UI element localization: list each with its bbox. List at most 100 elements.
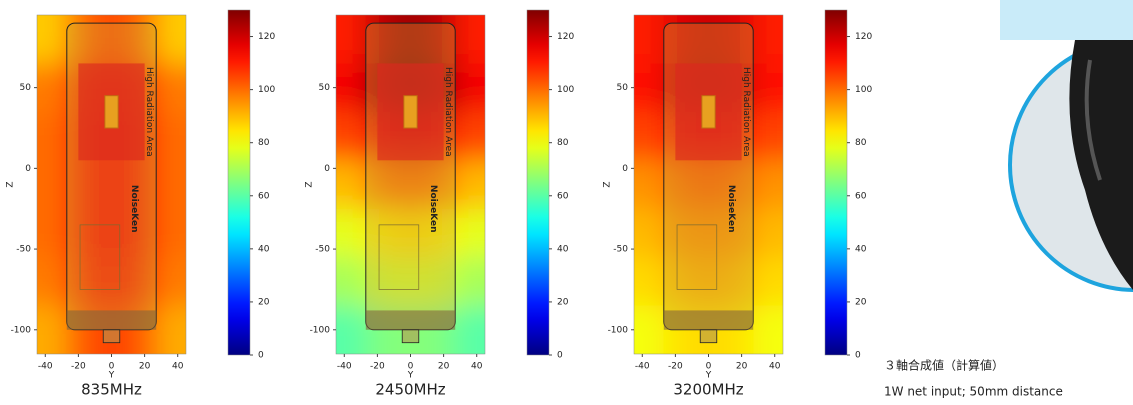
colorbar-tick-label: 120 xyxy=(557,32,574,42)
caption: 2450MHz xyxy=(375,381,445,399)
heat-cell xyxy=(66,160,98,210)
x-tick-label: -40 xyxy=(337,362,352,372)
heat-cell xyxy=(66,208,98,259)
device-icon xyxy=(701,95,716,129)
heat-cell xyxy=(395,160,427,210)
colorbar xyxy=(227,9,251,356)
heat-cell xyxy=(365,160,397,210)
colorbar xyxy=(526,9,550,356)
x-tick-label: -40 xyxy=(38,362,53,372)
heat-cell xyxy=(336,63,367,113)
caption: 835MHz xyxy=(81,381,142,399)
heat-cell xyxy=(37,111,68,162)
heat-cell xyxy=(455,111,485,162)
heat-cell xyxy=(693,160,725,210)
heat-cell xyxy=(37,208,68,259)
y-tick-label: 0 xyxy=(25,164,31,174)
device-icon xyxy=(403,95,418,129)
heat-cell xyxy=(336,15,367,65)
colorbar-tick-label: 0 xyxy=(557,351,563,361)
heat-cell xyxy=(37,63,68,113)
heat-cell xyxy=(753,160,783,210)
device-icon xyxy=(104,95,119,129)
device-label: High Radiation Area xyxy=(144,67,154,157)
device: High Radiation Area NoiseKen xyxy=(663,22,754,344)
heat-cell xyxy=(336,257,367,307)
annotation: 1W net input; 50mm distance xyxy=(884,385,1063,399)
label-box xyxy=(79,224,121,290)
heat-cell xyxy=(365,257,397,307)
colorbar xyxy=(824,9,848,356)
y-tick-label: 50 xyxy=(20,83,32,93)
heat-cell xyxy=(96,208,128,259)
y-axis-label: Z xyxy=(603,181,613,187)
colorbar-tick-label: 120 xyxy=(855,32,872,42)
colorbar-tick-label: 100 xyxy=(258,85,275,95)
heat-cell xyxy=(126,160,158,210)
heat-cell xyxy=(126,257,158,307)
heat-cell xyxy=(425,257,457,307)
heat-cell xyxy=(455,15,485,65)
y-tick-label: -50 xyxy=(16,245,31,255)
y-tick-label: -50 xyxy=(315,245,330,255)
heat-cell xyxy=(156,63,186,113)
x-tick-label: 40 xyxy=(769,362,781,372)
x-tick-label: 20 xyxy=(736,362,748,372)
colorbar-tick-label: 80 xyxy=(258,138,270,148)
colorbar-tick-label: 80 xyxy=(557,138,569,148)
x-tick-label: 20 xyxy=(139,362,151,372)
device-base xyxy=(66,310,157,330)
annotation: ３軸合成値（計算値） xyxy=(884,358,1004,373)
heat-cell xyxy=(693,208,725,259)
heat-cell xyxy=(425,208,457,259)
x-axis-label: Y xyxy=(407,371,414,381)
heat-cell xyxy=(336,305,367,354)
colorbar-tick-label: 100 xyxy=(855,85,872,95)
plot: High Radiation Area NoiseKen xyxy=(634,15,783,354)
x-tick-label: -40 xyxy=(635,362,650,372)
heat-cell xyxy=(66,257,98,307)
x-tick-label: -20 xyxy=(71,362,86,372)
x-tick-label: 40 xyxy=(471,362,483,372)
caption: 3200MHz xyxy=(673,381,743,399)
heat-cell xyxy=(336,160,367,210)
colorbar-tick-label: 20 xyxy=(855,297,867,307)
device-label: High Radiation Area xyxy=(741,67,751,157)
y-axis-label: Z xyxy=(305,181,315,187)
device-connector xyxy=(401,329,420,344)
heat-cell xyxy=(96,160,128,210)
heat-cell xyxy=(723,208,755,259)
heat-cell xyxy=(634,208,665,259)
y-tick-label: 50 xyxy=(617,83,629,93)
heat-cell xyxy=(37,160,68,210)
heat-cell xyxy=(126,208,158,259)
x-tick-label: 40 xyxy=(172,362,184,372)
device-base xyxy=(365,310,456,330)
heat-cell xyxy=(425,160,457,210)
brand: NoiseKen xyxy=(129,185,139,233)
heat-cell xyxy=(336,111,367,162)
colorbar-tick-label: 0 xyxy=(855,351,861,361)
device: High Radiation Area NoiseKen xyxy=(365,22,456,344)
x-tick-label: 20 xyxy=(438,362,450,372)
heat-cell xyxy=(634,15,665,65)
heat-cell xyxy=(455,305,485,354)
colorbar-tick-label: 60 xyxy=(855,191,867,201)
y-tick-label: -100 xyxy=(310,325,331,335)
device-label: High Radiation Area xyxy=(443,67,453,157)
heat-cell xyxy=(634,305,665,354)
heat-cell xyxy=(753,63,783,113)
label-box xyxy=(676,224,718,290)
heat-cell xyxy=(634,160,665,210)
x-axis-label: Y xyxy=(705,371,712,381)
y-axis-label: Z xyxy=(6,181,16,187)
colorbar-tick-label: 40 xyxy=(855,244,867,254)
brand: NoiseKen xyxy=(726,185,736,233)
heat-cell xyxy=(634,63,665,113)
colorbar-tick-label: 120 xyxy=(258,32,275,42)
x-tick-label: 0 xyxy=(706,362,712,372)
heat-cell xyxy=(753,111,783,162)
heat-cell xyxy=(37,305,68,354)
